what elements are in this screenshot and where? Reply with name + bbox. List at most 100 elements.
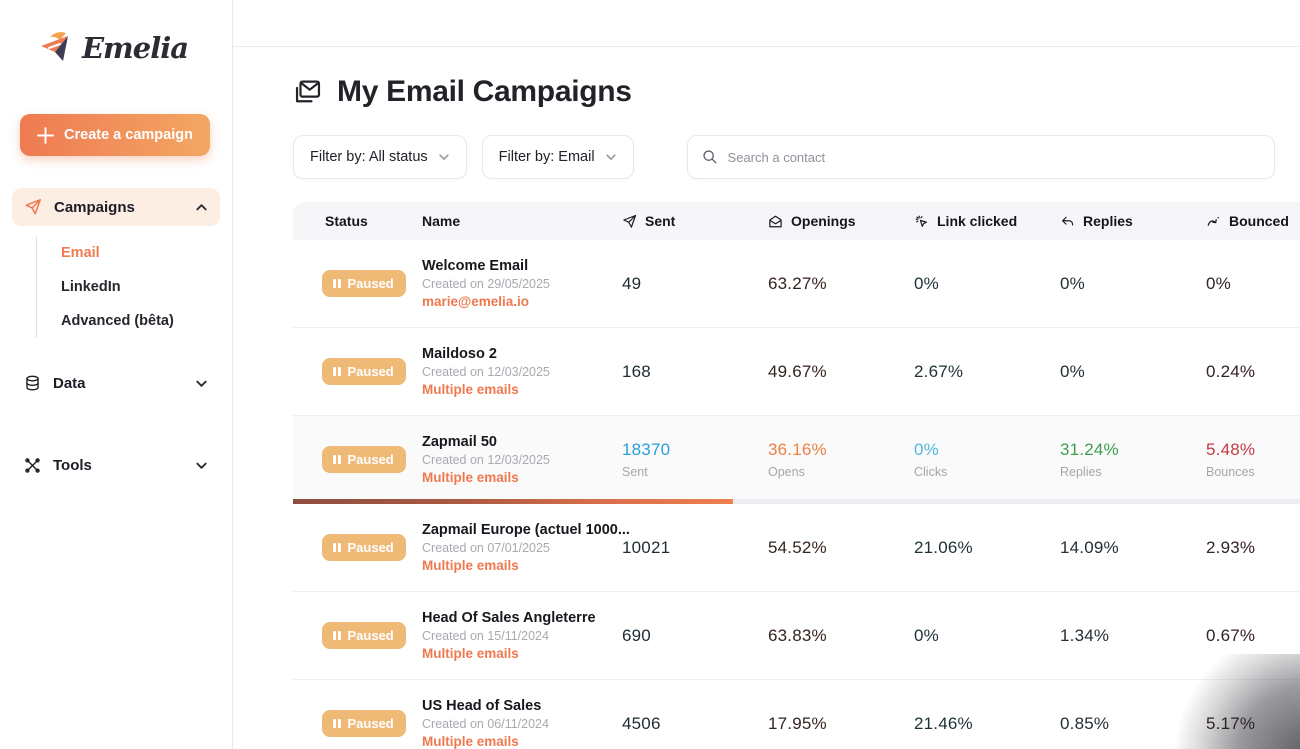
campaign-name: Head Of Sales Angleterre <box>422 610 596 626</box>
sidebar-item-campaigns[interactable]: Campaigns <box>12 188 220 226</box>
replies-value: 14.09% <box>1060 537 1119 557</box>
top-divider <box>233 0 1300 47</box>
pause-icon <box>333 543 341 552</box>
status-label: Paused <box>347 276 394 291</box>
campaign-sender-link[interactable]: Multiple emails <box>422 558 519 573</box>
chevron-down-icon <box>196 462 207 469</box>
channel-filter-label: Filter by: Email <box>498 149 595 165</box>
header-name: Name <box>422 213 461 229</box>
open-envelope-icon <box>769 215 782 227</box>
status-badge: Paused <box>322 622 406 649</box>
table-row[interactable]: Paused Head Of Sales Angleterre Created … <box>293 592 1300 680</box>
status-badge: Paused <box>322 446 406 473</box>
send-icon <box>25 199 41 215</box>
clicks-value: 0% <box>914 273 939 293</box>
sidebar-item-label: Data <box>53 374 86 392</box>
pause-icon <box>333 279 341 288</box>
pause-icon <box>333 631 341 640</box>
sidebar-item-label: Tools <box>53 456 92 474</box>
bounce-arrow-icon <box>1207 216 1219 226</box>
channel-filter-dropdown[interactable]: Filter by: Email <box>481 135 634 179</box>
header-bounced: Bounced <box>1206 213 1300 229</box>
clicks-value: 21.46% <box>914 713 973 733</box>
clicks-value: 0% <box>914 440 939 459</box>
sent-value: 18370 <box>622 440 671 459</box>
status-badge: Paused <box>322 358 406 385</box>
campaign-name: Welcome Email <box>422 258 529 274</box>
sidebar-item-data[interactable]: Data <box>12 364 220 402</box>
chevron-down-icon <box>605 154 616 160</box>
campaign-name: Maildoso 2 <box>422 346 497 362</box>
chevron-down-icon <box>438 154 449 160</box>
paper-plane-logo-icon <box>40 32 68 61</box>
status-label: Paused <box>347 628 394 643</box>
campaign-sender-link[interactable]: marie@emelia.io <box>422 294 529 309</box>
create-campaign-button[interactable]: Create a campaign <box>20 114 210 156</box>
header-link-clicked: Link clicked <box>914 213 1060 229</box>
sidebar-item-tools[interactable]: Tools <box>12 446 220 484</box>
send-icon <box>623 214 637 228</box>
database-icon <box>26 375 39 390</box>
sent-value: 49 <box>622 273 642 293</box>
sent-value: 10021 <box>622 537 671 557</box>
status-badge: Paused <box>322 534 406 561</box>
table-row[interactable]: Paused Zapmail Europe (actuel 1000... Cr… <box>293 504 1300 592</box>
create-campaign-label: Create a campaign <box>64 127 193 143</box>
bounced-value: 0.67% <box>1206 625 1256 645</box>
status-label: Paused <box>347 540 394 555</box>
sent-sublabel: Sent <box>622 465 648 479</box>
bounced-value: 5.48% <box>1206 440 1256 459</box>
table-row[interactable]: Paused US Head of Sales Created on 06/11… <box>293 680 1300 749</box>
campaign-created: Created on 15/11/2024 <box>422 629 549 643</box>
campaign-created: Created on 07/01/2025 <box>422 541 550 555</box>
campaign-name: Zapmail 50 <box>422 434 497 450</box>
campaign-sender-link[interactable]: Multiple emails <box>422 646 519 661</box>
header-status: Status <box>325 213 368 229</box>
brand-logo[interactable]: Emelia <box>22 28 202 68</box>
header-sent: Sent <box>622 213 768 229</box>
campaign-sender-link[interactable]: Multiple emails <box>422 470 519 485</box>
header-openings: Openings <box>768 213 914 229</box>
sidebar-item-email[interactable]: Email <box>61 245 100 261</box>
pause-icon <box>333 367 341 376</box>
sidebar-item-linkedin[interactable]: LinkedIn <box>61 279 121 295</box>
cursor-click-icon <box>915 215 927 227</box>
replies-sublabel: Replies <box>1060 465 1102 479</box>
clicks-value: 2.67% <box>914 361 964 381</box>
campaigns-submenu: Email LinkedIn Advanced (bêta) <box>36 236 220 338</box>
sidebar: Emelia Create a campaign Campaigns Email… <box>0 0 233 749</box>
sidebar-nav: Campaigns Email LinkedIn Advanced (bêta)… <box>12 188 220 484</box>
bounced-value: 2.93% <box>1206 537 1256 557</box>
campaign-sender-link[interactable]: Multiple emails <box>422 382 519 397</box>
replies-value: 0.85% <box>1060 713 1110 733</box>
status-filter-dropdown[interactable]: Filter by: All status <box>293 135 467 179</box>
main-content: My Email Campaigns Filter by: All status… <box>233 0 1300 749</box>
campaign-sender-link[interactable]: Multiple emails <box>422 734 519 749</box>
contact-search <box>686 135 1275 179</box>
sidebar-item-advanced[interactable]: Advanced (bêta) <box>61 313 174 329</box>
clicks-value: 0% <box>914 625 939 645</box>
header-replies: Replies <box>1060 213 1206 229</box>
campaign-created: Created on 12/03/2025 <box>422 453 550 467</box>
mail-stack-icon <box>295 80 321 103</box>
tools-icon <box>25 457 40 473</box>
table-row[interactable]: Paused Zapmail 50 Created on 12/03/2025 … <box>293 416 1300 504</box>
chevron-up-icon <box>196 203 207 210</box>
pause-icon <box>333 719 341 728</box>
bounced-value: 5.17% <box>1206 713 1256 733</box>
search-input[interactable] <box>727 149 1260 165</box>
brand-name: Emelia <box>81 31 189 65</box>
status-badge: Paused <box>322 270 406 297</box>
page-title: My Email Campaigns <box>293 75 1300 109</box>
bounced-sublabel: Bounces <box>1206 465 1255 479</box>
table-row[interactable]: Paused Maildoso 2 Created on 12/03/2025 … <box>293 328 1300 416</box>
openings-value: 63.27% <box>768 273 827 293</box>
sidebar-item-label: Campaigns <box>54 198 135 216</box>
campaign-name: Zapmail Europe (actuel 1000... <box>422 522 630 538</box>
campaign-created: Created on 29/05/2025 <box>422 277 550 291</box>
table-row[interactable]: Paused Welcome Email Created on 29/05/20… <box>293 240 1300 328</box>
status-badge: Paused <box>322 710 406 737</box>
campaign-name: US Head of Sales <box>422 698 542 714</box>
campaign-created: Created on 12/03/2025 <box>422 365 550 379</box>
